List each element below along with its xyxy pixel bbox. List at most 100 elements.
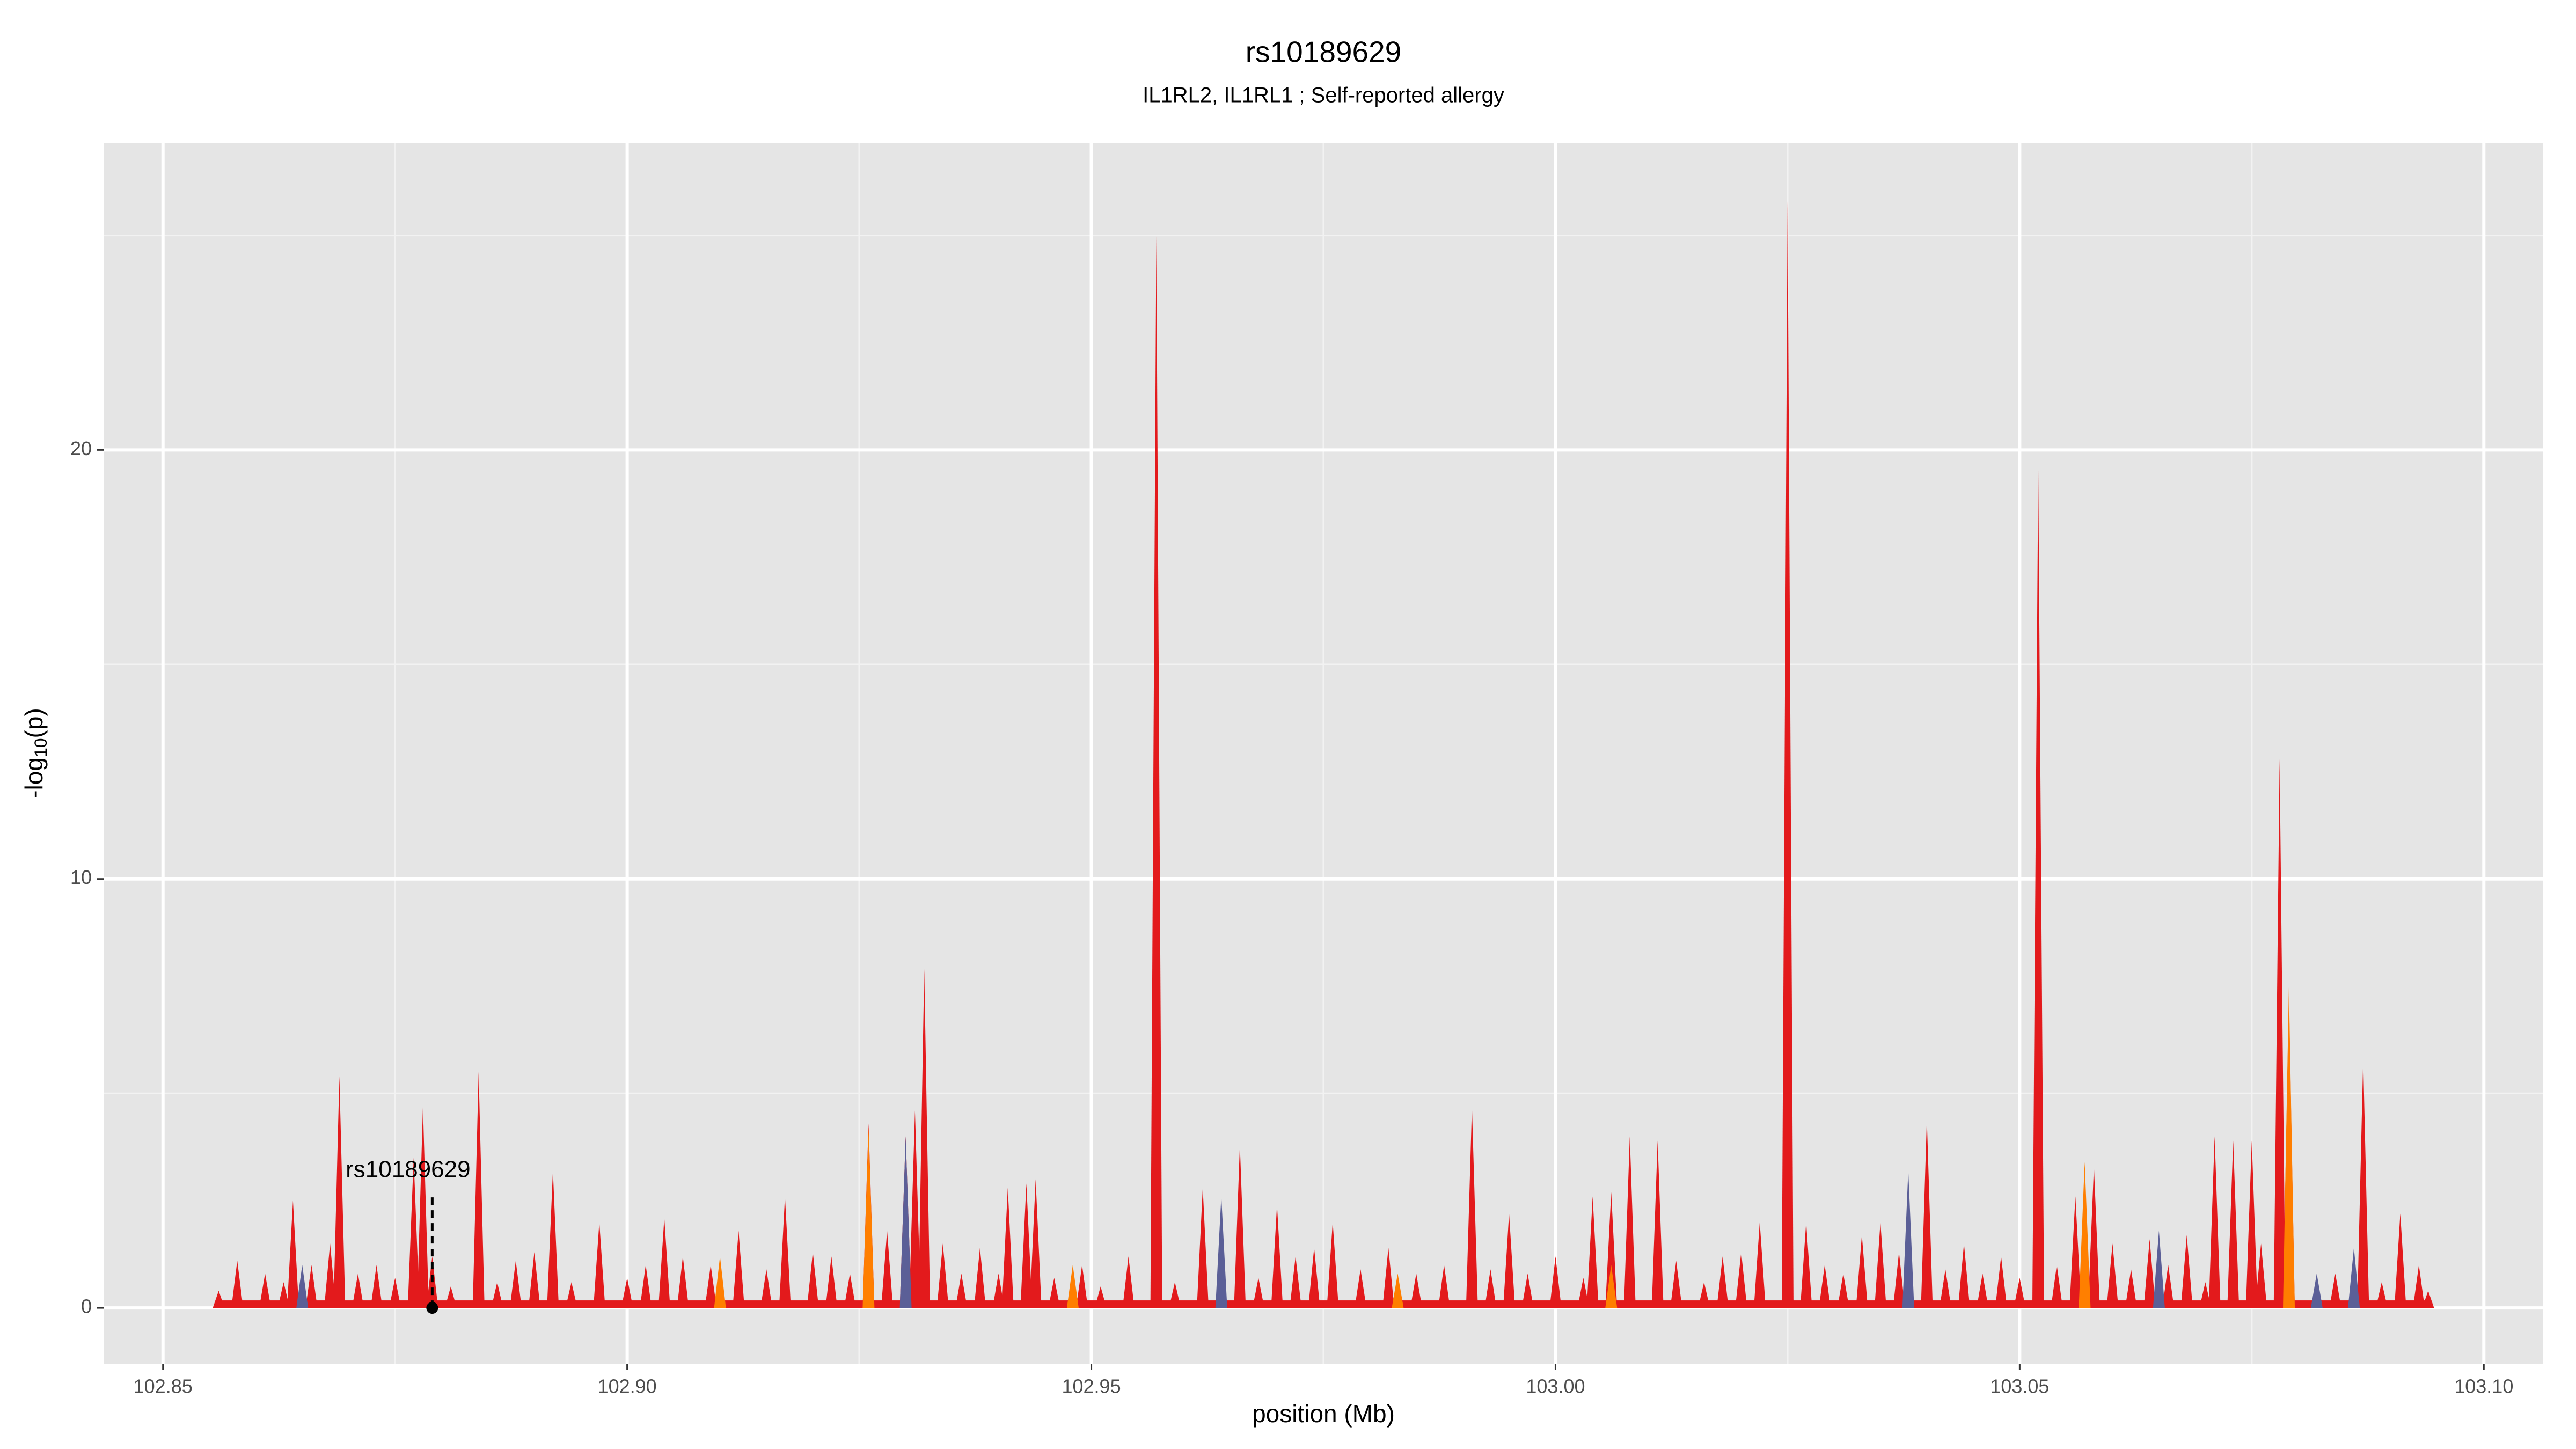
x-tick-label: 103.00 [1526,1375,1585,1397]
area-spike [918,969,931,1308]
y-tick-label: 0 [81,1296,92,1318]
y-axis-title-part: 10 [31,738,50,757]
area-spike [1586,1196,1599,1308]
area-spike [825,1256,838,1308]
area-spike [1234,1145,1246,1308]
area-spike [1800,1222,1812,1308]
x-tick-label: 102.90 [598,1375,657,1397]
area-spike [1939,1269,1951,1308]
area-spike [2227,1140,2240,1308]
area-spike [1029,1179,1042,1308]
area-spike [1735,1252,1747,1308]
area-spike [909,1110,921,1308]
area-spike [287,1201,299,1308]
area-spike [2413,1265,2425,1308]
area-spike [1781,201,1794,1308]
area-spike [528,1252,540,1308]
area-spike [1484,1269,1497,1308]
area-spike [417,1106,429,1308]
area-spike [1392,1274,1404,1308]
area-spike [2106,1243,2119,1308]
area-spike [510,1261,522,1308]
area-spike [2153,1231,2165,1308]
area-spike [1856,1235,1868,1308]
area-spike [2245,1140,2258,1308]
area-spike [844,1274,856,1308]
area-spike [231,1261,244,1308]
area-spike [733,1231,745,1308]
area-spike [1410,1274,1422,1308]
area-spike [1466,1106,1478,1308]
area-spike [936,1243,949,1308]
area-spike [259,1274,271,1308]
x-tick-label: 103.10 [2454,1375,2513,1397]
area-spike [705,1265,717,1308]
area-spike [1958,1243,1970,1308]
area-spike [370,1265,383,1308]
area-spike [1150,235,1162,1308]
area-spike [547,1170,559,1308]
area-spike [1837,1274,1849,1308]
annotation-label: rs10189629 [346,1157,470,1183]
area-spike [1921,1119,1933,1308]
area-spike [1605,1192,1618,1308]
area-spike [992,1274,1005,1308]
area-spike [1549,1256,1562,1308]
area-spike [881,1231,893,1308]
area-spike [2162,1265,2175,1308]
area-spike [640,1265,652,1308]
x-tick-label: 102.95 [1062,1375,1121,1397]
area-spike [1670,1261,1682,1308]
area-spike [1066,1265,1079,1308]
area-spike [1995,1256,2007,1308]
area-spike [658,1218,670,1308]
area-spike [333,1076,346,1308]
area-spike [714,1256,726,1308]
x-tick-label: 103.05 [1990,1375,2049,1397]
area-spike [899,1136,912,1308]
area-spike [2125,1269,2137,1308]
area-spike [1521,1274,1534,1308]
area-spike [1874,1222,1886,1308]
y-tick-label: 10 [70,866,92,888]
area-spike [1902,1170,1914,1308]
area-spike [352,1274,364,1308]
area-spike [2273,758,2286,1308]
area-spike [305,1265,318,1308]
y-tick-label: 20 [70,437,92,459]
area-spike [426,1256,438,1308]
area-spike [807,1252,819,1308]
area-base [218,1300,2428,1308]
area-spike [1001,1188,1014,1308]
annotation-point [426,1302,438,1314]
area-spike [2329,1274,2341,1308]
y-axis-title: -log10(p) [20,708,50,799]
y-axis-title-part: (p) [20,708,48,738]
area-spike [2394,1213,2406,1308]
chart-title: rs10189629 [1246,35,1402,69]
area-spike [1271,1205,1283,1308]
area-spike [1605,1265,1618,1308]
area-spike [1893,1252,1905,1308]
x-tick-label: 102.85 [134,1375,193,1397]
series [296,1136,2360,1308]
area-spike [1503,1213,1515,1308]
area-spike [974,1248,986,1308]
area-spike [1197,1188,1209,1308]
area-spike [760,1269,773,1308]
area-spike [2357,1059,2369,1308]
area-spike [2283,986,2295,1308]
area-spike [472,1072,485,1308]
area-spike [1215,1196,1227,1308]
area-spike [1327,1222,1339,1308]
x-axis-title: position (Mb) [1252,1400,1395,1428]
area-spike [2032,467,2044,1308]
area-spike [1290,1256,1302,1308]
area-spike [1308,1248,1320,1308]
area-spike [2208,1136,2221,1308]
area-spike [2180,1235,2193,1308]
area-spike [1623,1136,1636,1308]
area-spike [1076,1265,1088,1308]
area-spike [862,1128,875,1308]
